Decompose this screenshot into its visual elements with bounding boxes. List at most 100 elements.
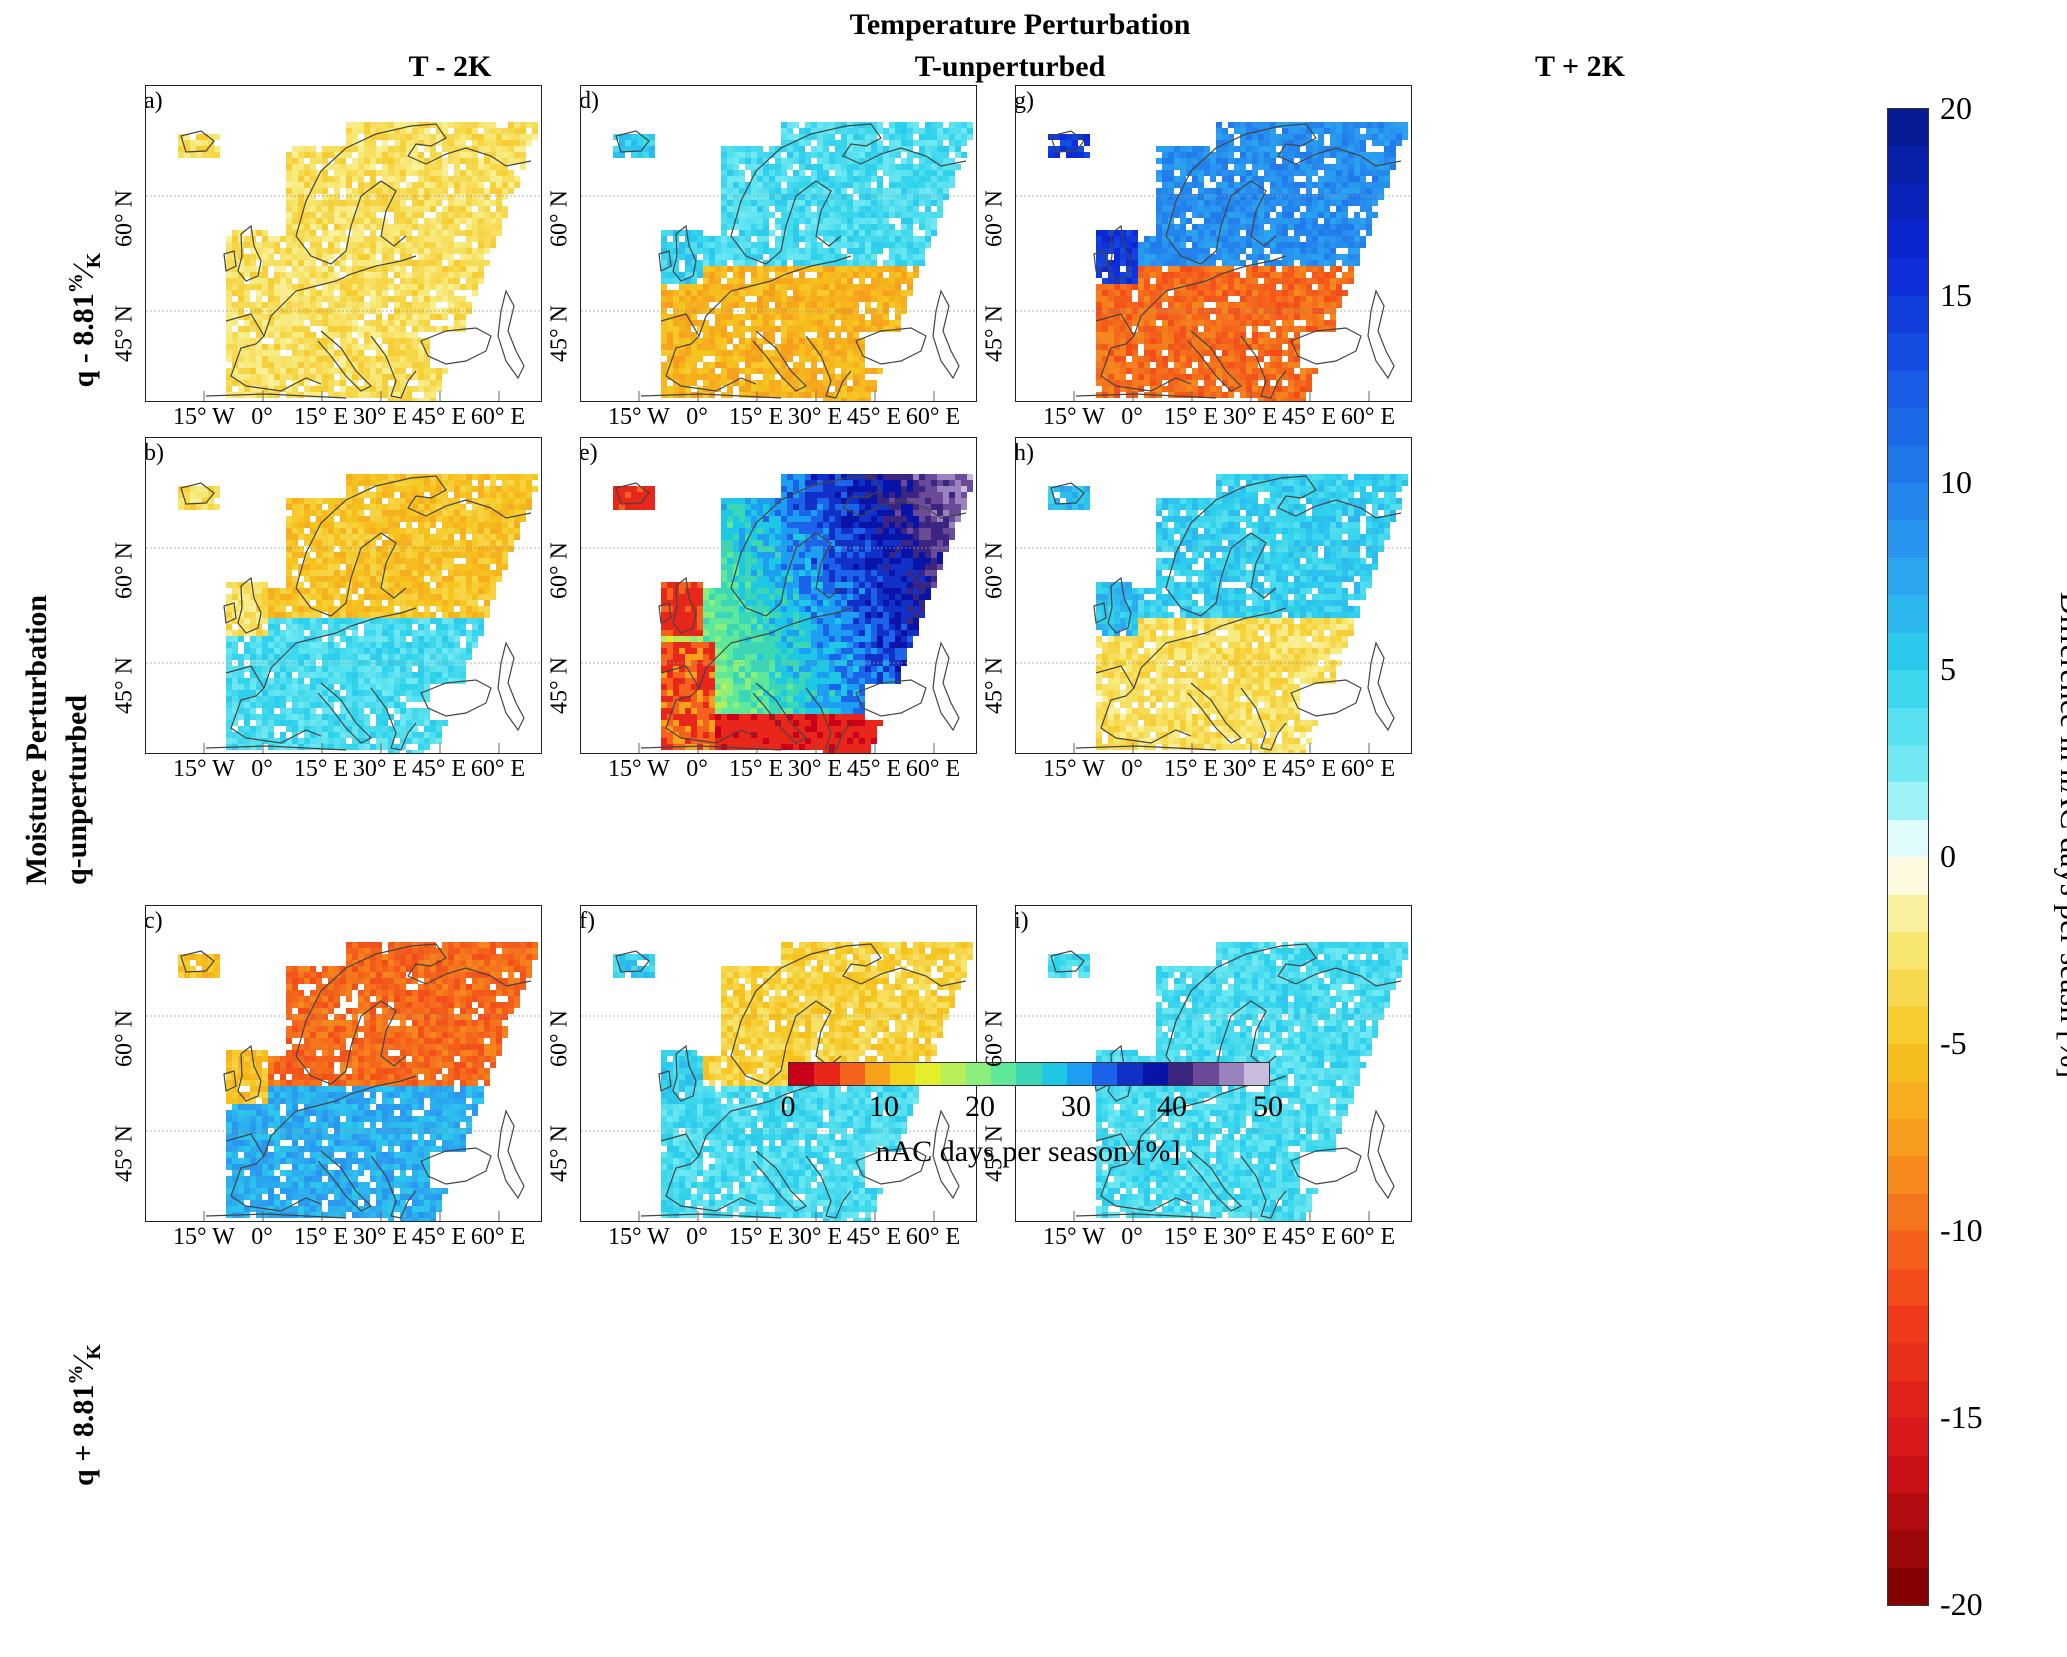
lat-tick-label: 60° N — [112, 179, 139, 259]
column-header-1: T - 2K — [200, 50, 700, 84]
abs-colorbar-segment — [890, 1063, 915, 1085]
diff-colorbar-segment — [1888, 969, 1928, 1006]
lon-tick-label: 45° E — [409, 756, 469, 783]
diff-colorbar-label: Difference in nAC days per seasn [%] — [2050, 535, 2067, 1135]
diff-colorbar-segment — [1888, 558, 1928, 595]
diff-colorbar-segment — [1888, 1493, 1928, 1530]
abs-colorbar-label: nAC days per season [%] — [788, 1135, 1268, 1169]
abs-colorbar-segment — [865, 1063, 890, 1085]
lon-tick-label: 30° E — [1220, 404, 1280, 431]
diff-colorbar-segment — [1888, 1044, 1928, 1081]
diff-colorbar-segment — [1888, 221, 1928, 258]
lon-tick-label: 0° — [232, 1224, 292, 1251]
abs-colorbar-segment — [840, 1063, 865, 1085]
panel-label: f) — [580, 908, 595, 935]
abs-colorbar-segment — [915, 1063, 940, 1085]
lat-tick-label: 45° N — [982, 1114, 1009, 1194]
panel-label: g) — [1015, 88, 1034, 115]
diff-colorbar-segment — [1888, 1418, 1928, 1455]
lon-tick-label: 15° E — [1161, 1224, 1221, 1251]
diff-colorbar-segment — [1888, 782, 1928, 819]
diff-colorbar-segment — [1888, 1269, 1928, 1306]
lon-tick-label: 0° — [1102, 756, 1162, 783]
lat-tick-label: 60° N — [112, 531, 139, 611]
abs-colorbar-tick: 0 — [758, 1090, 818, 1124]
diff-colorbar-tick: 10 — [1940, 464, 2010, 501]
abs-colorbar-tick: 40 — [1142, 1090, 1202, 1124]
lat-tick-label: 45° N — [982, 294, 1009, 374]
lat-tick-label: 60° N — [982, 999, 1009, 1079]
abs-colorbar-segment — [1117, 1063, 1142, 1085]
abs-colorbar — [788, 1062, 1268, 1084]
diff-colorbar-tick: 0 — [1940, 838, 2010, 875]
diff-colorbar — [1887, 108, 1929, 1606]
diff-colorbar-segment — [1888, 483, 1928, 520]
panel-label: h) — [1015, 440, 1034, 467]
lat-tick-label: 45° N — [547, 1114, 574, 1194]
diff-colorbar-segment — [1888, 857, 1928, 894]
lat-tick-label: 45° N — [982, 646, 1009, 726]
lat-tick-label: 45° N — [112, 294, 139, 374]
lat-tick-label: 60° N — [547, 999, 574, 1079]
panel-label: e) — [580, 440, 598, 467]
lon-tick-label: 45° E — [1279, 756, 1339, 783]
panel-label: c) — [145, 908, 163, 935]
lon-tick-label: 0° — [667, 1224, 727, 1251]
diff-colorbar-segment — [1888, 371, 1928, 408]
lon-tick-label: 60° E — [468, 404, 528, 431]
panel-label: i) — [1015, 908, 1029, 935]
lon-tick-label: 15° W — [608, 404, 668, 431]
lon-tick-label: 45° E — [1279, 1224, 1339, 1251]
lon-tick-label: 15° W — [608, 756, 668, 783]
map-field-d — [581, 86, 976, 401]
map-field-b — [146, 438, 541, 753]
map-panel-e: e) — [580, 437, 977, 754]
row-title: Moisture Perturbation — [20, 540, 60, 940]
map-panel-c: c) — [145, 905, 542, 1222]
abs-colorbar-segment — [789, 1063, 814, 1085]
lon-tick-label: 60° E — [1338, 756, 1398, 783]
map-field-g — [1016, 86, 1411, 401]
lat-tick-label: 45° N — [547, 294, 574, 374]
diff-colorbar-segment — [1888, 146, 1928, 183]
abs-colorbar-tick: 10 — [854, 1090, 914, 1124]
abs-colorbar-segment — [1193, 1063, 1218, 1085]
lon-tick-label: 60° E — [468, 1224, 528, 1251]
diff-colorbar-segment — [1888, 1119, 1928, 1156]
abs-colorbar-segment — [1067, 1063, 1092, 1085]
lon-tick-label: 30° E — [785, 404, 845, 431]
diff-colorbar-tick: 20 — [1940, 90, 2010, 127]
lon-tick-label: 30° E — [350, 404, 410, 431]
lon-tick-label: 0° — [232, 756, 292, 783]
abs-colorbar-tick: 50 — [1238, 1090, 1298, 1124]
diff-colorbar-segment — [1888, 296, 1928, 333]
row-header-2: q-unperturbed — [60, 590, 100, 990]
diff-colorbar-tick: 15 — [1940, 277, 2010, 314]
lon-tick-label: 45° E — [409, 404, 469, 431]
abs-colorbar-tick: 30 — [1046, 1090, 1106, 1124]
diff-colorbar-segment — [1888, 820, 1928, 857]
lon-tick-label: 45° E — [844, 756, 904, 783]
lon-tick-label: 15° W — [1043, 404, 1103, 431]
column-header-3: T + 2K — [1330, 50, 1830, 84]
lon-tick-label: 15° W — [1043, 756, 1103, 783]
lat-tick-label: 60° N — [547, 179, 574, 259]
row-header-3: q + 8.81%⁄K — [65, 1290, 105, 1540]
lon-tick-label: 15° E — [1161, 404, 1221, 431]
abs-colorbar-segment — [1168, 1063, 1193, 1085]
diff-colorbar-segment — [1888, 595, 1928, 632]
diff-colorbar-tick: 5 — [1940, 651, 2010, 688]
lon-tick-label: 30° E — [1220, 1224, 1280, 1251]
lon-tick-label: 60° E — [903, 1224, 963, 1251]
lon-tick-label: 60° E — [1338, 1224, 1398, 1251]
lon-tick-label: 15° E — [726, 404, 786, 431]
diff-colorbar-segment — [1888, 1231, 1928, 1268]
panel-label: d) — [580, 88, 599, 115]
diff-colorbar-tick: -15 — [1940, 1399, 2010, 1436]
lon-tick-label: 15° W — [173, 756, 233, 783]
map-field-a — [146, 86, 541, 401]
diff-colorbar-segment — [1888, 1568, 1928, 1605]
lon-tick-label: 0° — [667, 404, 727, 431]
lon-tick-label: 45° E — [409, 1224, 469, 1251]
lon-tick-label: 30° E — [785, 1224, 845, 1251]
